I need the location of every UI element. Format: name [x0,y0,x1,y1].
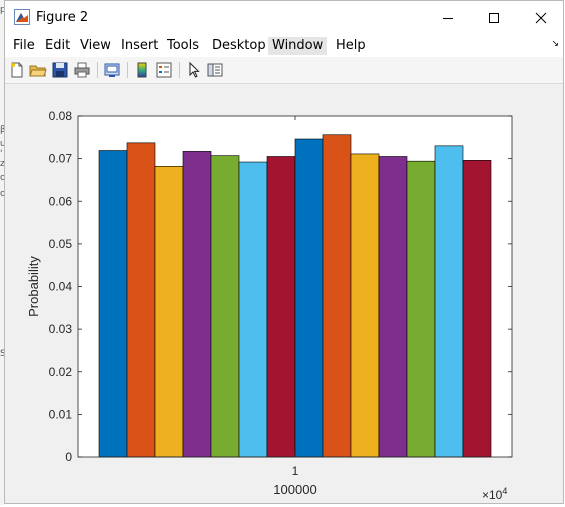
bar [238,161,268,458]
open-file-icon[interactable] [29,61,47,79]
save-icon[interactable] [51,61,69,79]
link-plot-icon[interactable] [103,61,121,79]
bar [350,153,380,458]
matlab-figure-icon [14,9,30,25]
menu-help[interactable]: Help [336,38,366,53]
menu-desktop[interactable]: Desktop [212,38,266,53]
x-axis: 1 [292,116,299,478]
x-axis-exponent: ×104 [482,486,507,502]
edit-plot-arrow-icon[interactable] [185,61,203,79]
bar [126,142,156,458]
background-text: u [0,139,6,149]
background-text: ' [0,149,3,159]
bar [322,134,352,458]
minimize-button[interactable] [425,1,470,35]
bar [154,165,184,458]
background-text: z [0,159,5,169]
figure-canvas: 0 0.01 0.02 0.03 0.04 0.05 0.06 0.07 0.08 1 Prob… [6,84,562,503]
menu-view[interactable]: View [80,38,111,53]
background-text: S [0,349,6,359]
y-axis: 0 0.01 0.02 0.03 0.04 0.05 0.06 0.07 0.08 [49,109,512,464]
close-button[interactable] [518,1,563,35]
background-text: o [0,189,6,199]
maximize-button[interactable] [471,1,516,35]
bar [294,138,324,458]
bar [266,156,296,458]
background-window-strip: p β u ' z o o S [0,0,6,505]
toolbar-separator [127,62,128,78]
y-tick-label: 0.07 [49,152,73,166]
x-axis-label: 100000 [273,482,316,497]
x-exponent-power: 4 [502,486,507,496]
bar [434,145,464,458]
window-title: Figure 2 [36,10,89,25]
x-tick-label: 1 [292,464,299,478]
title-bar[interactable]: Figure 2 [5,1,563,35]
toolbar [5,57,563,84]
close-icon [535,12,546,24]
bar [378,156,408,458]
property-inspector-icon[interactable] [206,61,224,79]
y-tick-label: 0.08 [49,109,73,123]
y-tick-label: 0.01 [49,407,73,421]
bar-chart[interactable]: 0 0.01 0.02 0.03 0.04 0.05 0.06 0.07 0.08 1 Prob… [6,84,562,503]
menu-insert[interactable]: Insert [121,38,159,53]
y-axis-label: Probability [26,256,41,317]
y-tick-label: 0.06 [49,194,73,208]
y-tick-label: 0.02 [49,365,73,379]
y-tick-label: 0.05 [49,237,73,251]
bar [462,160,492,458]
y-tick-label: 0.03 [49,322,73,336]
toolbar-separator [179,62,180,78]
bar [182,151,212,458]
colorbar-icon[interactable] [133,61,151,79]
menu-edit[interactable]: Edit [45,38,71,53]
bar [210,155,240,458]
minimize-icon [442,18,453,19]
x-exponent-base: ×10 [482,488,503,502]
background-text: o [0,173,6,183]
dock-arrow-icon[interactable]: ↘ [551,39,559,49]
y-tick-label: 0 [65,450,72,464]
menu-bar: File Edit View Insert Tools Desktop Wind… [5,35,563,57]
background-text: p [0,5,6,15]
background-text: β [0,125,6,135]
figure-window: Figure 2 File Edit View Insert Tools Des… [4,0,564,504]
new-figure-icon[interactable] [8,61,26,79]
bar [98,150,128,458]
menu-file[interactable]: File [13,38,35,53]
bar [406,160,436,458]
print-icon[interactable] [73,61,91,79]
toolbar-separator [97,62,98,78]
y-tick-label: 0.04 [49,280,73,294]
maximize-icon [488,13,499,23]
menu-window[interactable]: Window [268,37,328,55]
bar-series-group [98,134,492,458]
menu-tools[interactable]: Tools [167,38,200,53]
legend-icon[interactable] [155,61,173,79]
